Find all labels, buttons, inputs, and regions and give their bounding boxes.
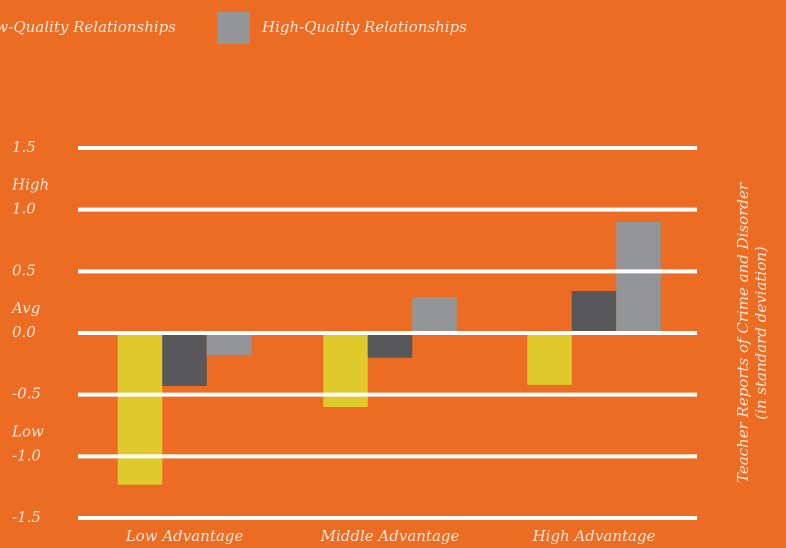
y-tick-note: High [11, 176, 49, 194]
y-axis-label-line: Teacher Reports of Crime and Disorder [734, 182, 752, 483]
bar [616, 222, 661, 333]
y-axis-label: Teacher Reports of Crime and Disorder (in… [734, 182, 770, 483]
bar [162, 333, 207, 387]
bar [367, 333, 413, 358]
x-tick-label: Middle Advantage [320, 527, 460, 545]
x-tick-label: High Advantage [532, 527, 656, 545]
y-tick-note: Low [11, 422, 44, 440]
bar [412, 297, 457, 333]
legend-label: Low-Quality Relationships [0, 18, 176, 36]
y-tick-label: 0.0 [12, 323, 36, 341]
legend-swatch [217, 12, 250, 44]
y-tick-label: -0.5 [12, 385, 41, 403]
y-tick-label: 1.0 [12, 200, 36, 218]
bar [571, 291, 617, 333]
x-tick-label: Low Advantage [125, 527, 244, 545]
legend-label: High-Quality Relationships [261, 18, 467, 36]
y-tick-label: -1.5 [12, 508, 41, 526]
bar [117, 333, 163, 485]
y-axis-label-line: (in standard deviation) [752, 246, 770, 420]
bar [206, 333, 252, 356]
y-tick-label: -1.0 [12, 446, 41, 464]
y-tick-note: Avg [10, 299, 40, 317]
y-tick-label: 0.5 [12, 261, 36, 279]
bar [527, 333, 572, 385]
y-tick-label: 1.5 [12, 138, 36, 156]
